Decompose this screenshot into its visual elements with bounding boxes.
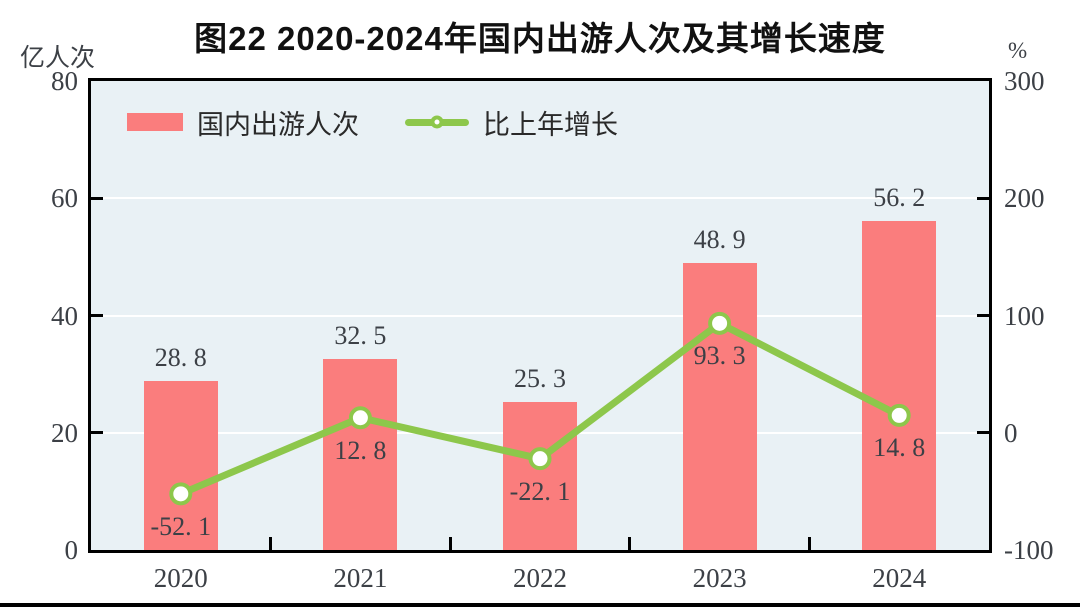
legend: 国内出游人次 比上年增长 (127, 107, 618, 140)
bar-value-label: 56. 2 (873, 182, 926, 212)
right-tick-label: 0 (1004, 417, 1018, 448)
right-axis-unit: % (1008, 38, 1028, 63)
legend-bar-swatch (127, 113, 183, 131)
bottom-rule (0, 603, 1080, 607)
bar-2020 (143, 381, 218, 550)
left-tick-label: 20 (51, 417, 78, 448)
x-category-label: 2023 (692, 563, 747, 593)
left-tick-label: 60 (51, 183, 78, 214)
line-marker-2023 (708, 311, 732, 335)
right-axis-tick (977, 196, 989, 200)
right-tick-label: 300 (1004, 66, 1045, 96)
bar-2021 (323, 359, 398, 550)
right-axis-tick (977, 431, 989, 435)
legend-line-label: 比上年增长 (483, 109, 618, 140)
legend-line-sample (405, 115, 469, 129)
x-category-label: 2020 (153, 563, 208, 593)
bar-value-label: 25. 3 (514, 363, 566, 393)
growth-value-label: -22. 1 (509, 476, 571, 506)
bar-value-label: 32. 5 (334, 321, 387, 351)
line-marker-2022 (528, 447, 552, 471)
line-series (169, 311, 911, 506)
plot-area: 28. 8 32. 5 25. 3 48. 9 56. 2 -52. 1 12. 8 -22.… (88, 78, 992, 553)
left-axis-tick (91, 314, 103, 317)
x-axis-tick (628, 537, 632, 550)
x-category-label: 2021 (333, 563, 388, 593)
growth-value-label: 93. 3 (693, 341, 746, 371)
chart-title: 图22 2020-2024年国内出游人次及其增长速度 (194, 20, 886, 57)
line-marker-2021 (348, 406, 372, 430)
left-axis-tick (91, 196, 103, 200)
left-tick-label: 80 (51, 66, 78, 96)
growth-value-label: 12. 8 (334, 435, 387, 465)
legend-bar-label: 国内出游人次 (197, 109, 359, 140)
gridline (91, 314, 989, 317)
x-axis-tick (269, 537, 273, 550)
right-tick-label: -100 (1004, 535, 1054, 565)
right-axis-tick (977, 314, 989, 317)
bar-2022 (503, 401, 577, 550)
line-marker-2020 (169, 482, 193, 506)
right-tick-label: 200 (1004, 183, 1045, 214)
gridline (91, 197, 989, 200)
line-marker-2024 (887, 403, 911, 427)
x-axis-tick (448, 537, 452, 550)
x-category-label: 2024 (872, 563, 927, 593)
bar-value-label: 28. 8 (154, 343, 207, 373)
growth-value-label: 14. 8 (873, 433, 926, 463)
left-tick-label: 0 (64, 535, 79, 565)
left-axis-tick (91, 431, 103, 435)
left-tick-label: 40 (51, 300, 78, 331)
left-axis-unit: 亿人次 (20, 45, 96, 72)
x-category-label: 2022 (513, 563, 567, 593)
bar-2023 (682, 263, 757, 550)
legend-line-marker-icon (430, 115, 444, 129)
bar-2024 (862, 220, 937, 550)
x-axis-tick (807, 537, 811, 550)
growth-value-label: -52. 1 (150, 511, 212, 541)
bar-value-label: 48. 9 (693, 225, 746, 255)
right-tick-label: 100 (1004, 300, 1045, 331)
